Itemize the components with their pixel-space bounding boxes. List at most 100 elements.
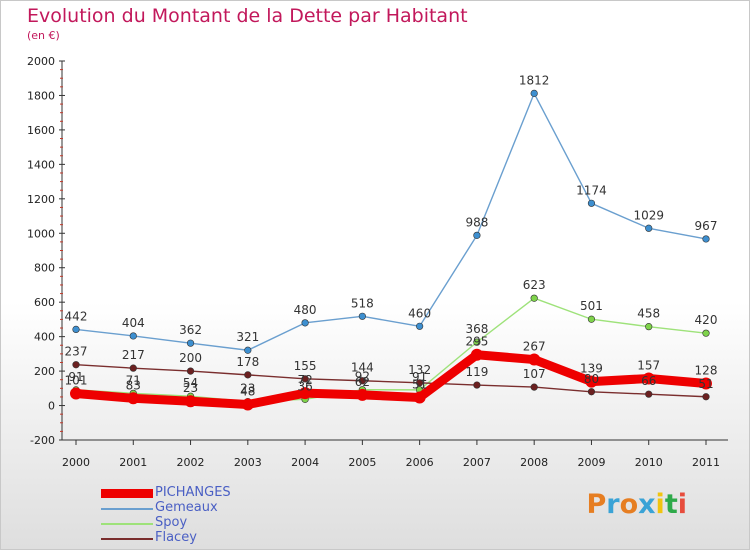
y-tick-label: 200 bbox=[34, 365, 55, 378]
data-label-pichanges: 139 bbox=[580, 362, 603, 376]
data-point-pichanges bbox=[470, 348, 483, 361]
data-label-pichanges: 295 bbox=[465, 335, 488, 349]
data-label-gemeaux: 442 bbox=[65, 309, 88, 323]
data-point-gemeaux bbox=[702, 235, 710, 243]
series-line-pichanges bbox=[71, 350, 711, 410]
data-label-pichanges: 72 bbox=[297, 373, 312, 387]
x-tick-label: 2005 bbox=[348, 456, 376, 469]
data-label-spoy: 501 bbox=[580, 299, 603, 313]
data-label-gemeaux: 1029 bbox=[633, 208, 664, 222]
legend-swatch bbox=[101, 508, 153, 510]
data-label-spoy: 458 bbox=[637, 307, 660, 321]
data-label-spoy: 420 bbox=[695, 313, 718, 327]
chart-title: Evolution du Montant de la Dette par Hab… bbox=[27, 5, 468, 27]
data-label-gemeaux: 988 bbox=[465, 215, 488, 229]
logo-letter: r bbox=[606, 489, 620, 520]
data-point-gemeaux bbox=[587, 199, 596, 207]
data-label-flacey: 200 bbox=[179, 351, 202, 365]
data-point-flacey bbox=[358, 377, 366, 385]
data-point-gemeaux bbox=[301, 319, 309, 327]
data-label-pichanges: 267 bbox=[523, 340, 546, 354]
y-tick-label: 1400 bbox=[27, 158, 55, 171]
logo-letter: t bbox=[664, 489, 678, 520]
data-point-pichanges bbox=[528, 353, 541, 366]
data-point-pichanges bbox=[184, 395, 197, 408]
y-tick-label: 400 bbox=[34, 331, 55, 344]
data-point-spoy bbox=[645, 323, 653, 331]
data-label-pichanges: 51 bbox=[412, 377, 427, 391]
data-label-spoy: 36 bbox=[297, 379, 312, 393]
data-label-pichanges: 157 bbox=[637, 358, 660, 372]
data-label-gemeaux: 967 bbox=[695, 219, 718, 233]
data-label-gemeaux: 362 bbox=[179, 323, 202, 337]
data-label-flacey: 155 bbox=[294, 359, 317, 373]
data-label-pichanges: 48 bbox=[240, 385, 255, 399]
y-tick-label: 1200 bbox=[27, 193, 55, 206]
data-label-pichanges: 101 bbox=[65, 373, 88, 387]
chart-subtitle: (en €) bbox=[27, 29, 60, 42]
data-point-flacey bbox=[244, 371, 252, 379]
data-label-gemeaux: 321 bbox=[236, 330, 259, 344]
data-label-spoy: 54 bbox=[183, 376, 198, 390]
legend-label: Flacey bbox=[155, 530, 197, 545]
data-label-gemeaux: 404 bbox=[122, 316, 145, 330]
data-point-gemeaux bbox=[244, 346, 252, 354]
logo-letter: x bbox=[638, 489, 656, 520]
series-line-flacey bbox=[75, 364, 707, 398]
logo-letter: i bbox=[655, 489, 665, 520]
data-label-pichanges: 62 bbox=[355, 375, 370, 389]
legend-label: Gemeaux bbox=[155, 500, 218, 515]
x-tick-label: 2011 bbox=[692, 456, 720, 469]
data-point-gemeaux bbox=[186, 339, 195, 347]
x-tick-label: 2002 bbox=[177, 456, 205, 469]
data-label-spoy: 623 bbox=[523, 278, 546, 292]
x-tick-label: 2004 bbox=[291, 456, 319, 469]
y-tick-label: 0 bbox=[48, 400, 55, 413]
data-point-pichanges bbox=[413, 391, 426, 404]
data-point-pichanges bbox=[241, 398, 254, 411]
x-tick-label: 2008 bbox=[520, 456, 548, 469]
logo-letter: P bbox=[586, 489, 607, 520]
data-point-pichanges bbox=[585, 375, 598, 388]
data-label-flacey: 80 bbox=[584, 372, 599, 386]
logo-letter: i bbox=[677, 489, 687, 520]
data-point-flacey bbox=[129, 364, 137, 372]
data-point-gemeaux bbox=[530, 89, 538, 97]
y-tick-label: 800 bbox=[34, 262, 55, 275]
data-point-gemeaux bbox=[473, 231, 481, 239]
data-point-flacey bbox=[645, 390, 653, 398]
legend-label: Spoy bbox=[155, 515, 188, 530]
data-label-flacey: 66 bbox=[641, 374, 656, 388]
data-point-flacey bbox=[186, 367, 195, 375]
y-tick-label: 1000 bbox=[27, 227, 55, 240]
data-label-gemeaux: 518 bbox=[351, 296, 374, 310]
legend-swatch bbox=[101, 489, 153, 498]
series-line-spoy bbox=[75, 297, 707, 403]
data-label-flacey: 178 bbox=[236, 355, 259, 369]
data-point-gemeaux bbox=[358, 312, 366, 320]
data-point-pichanges bbox=[642, 372, 655, 385]
data-label-flacey: 132 bbox=[408, 363, 431, 377]
data-point-spoy bbox=[473, 338, 481, 346]
data-label-gemeaux: 1174 bbox=[576, 183, 607, 197]
data-point-gemeaux bbox=[72, 325, 80, 334]
data-label-flacey: 119 bbox=[465, 365, 488, 379]
x-tick-label: 2006 bbox=[406, 456, 434, 469]
x-tick-label: 2000 bbox=[62, 456, 90, 469]
data-label-flacey: 144 bbox=[351, 361, 374, 375]
data-point-pichanges bbox=[127, 392, 140, 405]
data-point-gemeaux bbox=[129, 332, 137, 340]
data-label-flacey: 51 bbox=[698, 377, 713, 391]
data-point-flacey bbox=[416, 379, 424, 387]
data-label-spoy: 91 bbox=[68, 370, 83, 384]
logo-letter: o bbox=[619, 489, 639, 520]
y-tick-label: 2000 bbox=[27, 55, 55, 68]
data-label-flacey: 237 bbox=[65, 345, 88, 359]
data-point-spoy bbox=[702, 329, 710, 337]
legend-label: PICHANGES bbox=[155, 485, 231, 500]
data-point-pichanges bbox=[356, 388, 369, 401]
data-label-spoy: 92 bbox=[355, 370, 370, 384]
y-tick-label: 1800 bbox=[27, 89, 55, 102]
data-label-spoy: 368 bbox=[465, 322, 488, 336]
